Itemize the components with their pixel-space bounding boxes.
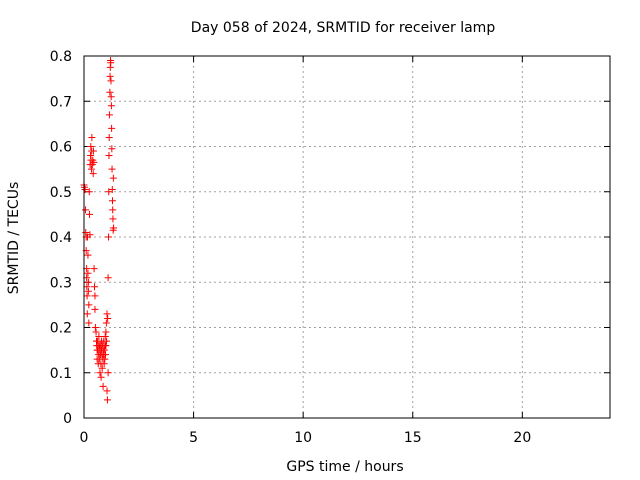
data-point [105,111,113,119]
x-tick-label: 20 [513,430,531,446]
data-points [80,57,118,404]
data-point [90,158,98,166]
data-point [84,278,92,286]
data-point [85,188,93,196]
data-point [108,145,116,153]
data-point [91,292,99,300]
chart-title: Day 058 of 2024, SRMTID for receiver lam… [191,20,496,36]
x-tick-label: 5 [189,430,198,446]
data-point [103,396,111,404]
data-point [82,206,90,214]
data-point [105,188,113,196]
data-point [106,72,114,80]
y-tick-label: 0 [63,411,72,427]
data-point [100,346,108,354]
data-point [98,364,106,372]
data-point [105,133,113,141]
data-point [96,369,104,377]
data-point [97,373,105,381]
x-tick-label: 0 [80,430,89,446]
x-tick-label: 15 [404,430,422,446]
data-point [88,133,96,141]
data-point [81,185,89,193]
data-point [108,197,116,205]
data-point [99,382,107,390]
data-point [84,287,92,295]
y-tick-label: 0.3 [50,275,72,291]
data-point [107,77,115,85]
data-point [87,165,95,173]
data-point [109,215,117,223]
y-tick-label: 0.6 [50,140,72,156]
data-point [85,210,93,218]
y-tick-label: 0.1 [50,366,72,382]
data-point [103,337,111,345]
data-point [107,93,115,101]
data-point [91,324,99,331]
data-point [107,102,115,110]
data-point [90,265,98,273]
data-point [107,59,115,67]
data-point [103,387,111,395]
x-tick-label: 10 [294,430,312,446]
y-tick-label: 0.5 [50,185,72,201]
data-point [83,292,91,300]
y-tick-label: 0.7 [50,94,72,110]
data-point [87,143,95,150]
data-point [104,314,112,322]
data-point [84,269,92,277]
data-point [83,283,91,291]
data-point [102,319,110,327]
data-point [85,301,93,309]
axis-tick-labels: 0 5 10 15 20 0 0.1 0.2 0.3 0.4 0.5 0.6 0.7 0.8 [50,49,532,446]
data-point [101,355,109,363]
data-point [86,231,94,239]
data-point [109,206,117,214]
plot-frame [83,55,611,419]
data-point [91,305,99,313]
data-point [92,328,100,336]
data-point [110,224,118,232]
data-point [105,233,113,241]
data-point [100,360,108,368]
data-point [102,328,110,336]
data-point [95,333,103,341]
data-point [108,124,116,132]
data-point [89,147,97,155]
y-tick-label: 0.2 [50,321,72,337]
data-point [83,310,91,318]
y-tick-label: 0.8 [50,49,72,65]
y-axis-label: SRMTID / TECUs [6,182,22,295]
data-point [89,170,97,178]
x-axis-label: GPS time / hours [286,459,403,475]
data-point [101,333,109,341]
data-point [101,351,109,359]
data-point [106,88,114,96]
data-point [85,319,93,327]
data-point [105,152,113,160]
data-point [108,185,116,193]
y-tick-label: 0.4 [50,230,72,246]
data-point [104,369,112,377]
data-point [104,274,112,282]
data-point [109,174,117,182]
data-point [84,251,92,259]
data-point [103,310,111,318]
grid-lines [84,56,610,418]
data-point [102,342,110,350]
data-point [108,165,116,173]
data-point [91,283,99,291]
